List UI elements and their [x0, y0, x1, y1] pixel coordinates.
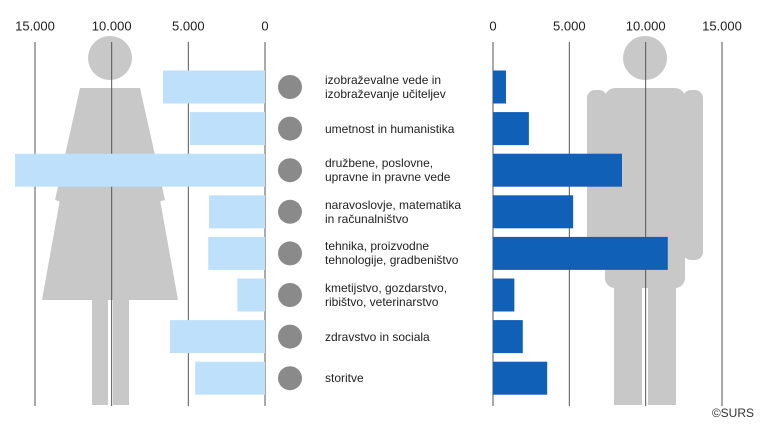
- category-label: storitve: [325, 371, 364, 386]
- x-tick-label: 10.000: [626, 18, 666, 33]
- category-label: tehnika, proizvodne tehnologije, gradben…: [325, 239, 459, 268]
- x-tick-label: 10.000: [92, 18, 132, 33]
- bar: [208, 236, 265, 270]
- bar: [493, 153, 623, 187]
- bar: [493, 361, 548, 395]
- x-tick-label: 5.000: [172, 18, 205, 33]
- bar: [209, 195, 265, 229]
- category-icon: [278, 366, 302, 391]
- source: ©SURS: [711, 406, 754, 420]
- bar: [493, 70, 506, 104]
- category-label: naravoslovje, matematika in računalništv…: [325, 197, 462, 226]
- bar: [169, 320, 265, 354]
- bar: [493, 112, 529, 146]
- category-label: družbene, poslovne, upravne in pravne ve…: [325, 156, 451, 185]
- category-label: izobraževalne vede in izobraževanje učit…: [325, 73, 446, 101]
- category-icon: [278, 75, 302, 99]
- category-icon: [278, 199, 302, 224]
- bar: [493, 320, 523, 354]
- category-icon: [278, 158, 302, 183]
- bar: [493, 195, 574, 229]
- category-label: zdravstvo in sociala: [325, 329, 430, 344]
- category-icon: [278, 324, 302, 349]
- category-icon: [278, 116, 302, 141]
- bar: [15, 153, 266, 187]
- bar: [237, 278, 265, 312]
- category-icons: [278, 75, 302, 391]
- x-tick-label: 5.000: [553, 18, 586, 33]
- man-silhouette: [587, 36, 703, 405]
- x-tick-label: 0: [261, 18, 268, 33]
- bar: [163, 70, 265, 104]
- bar: [189, 112, 265, 146]
- bar: [493, 278, 515, 312]
- category-label: umetnost in humanistika: [325, 121, 455, 136]
- category-icon: [278, 283, 302, 307]
- bar: [195, 361, 265, 395]
- x-tick-label: 15.000: [702, 18, 742, 33]
- x-tick-label: 15.000: [15, 18, 55, 33]
- category-label: kmetijstvo, gozdarstvo, ribištvo, veteri…: [325, 281, 448, 309]
- woman-silhouette: [42, 36, 178, 405]
- x-tick-label: 0: [489, 18, 496, 33]
- category-icon: [278, 241, 302, 266]
- bar: [493, 236, 668, 270]
